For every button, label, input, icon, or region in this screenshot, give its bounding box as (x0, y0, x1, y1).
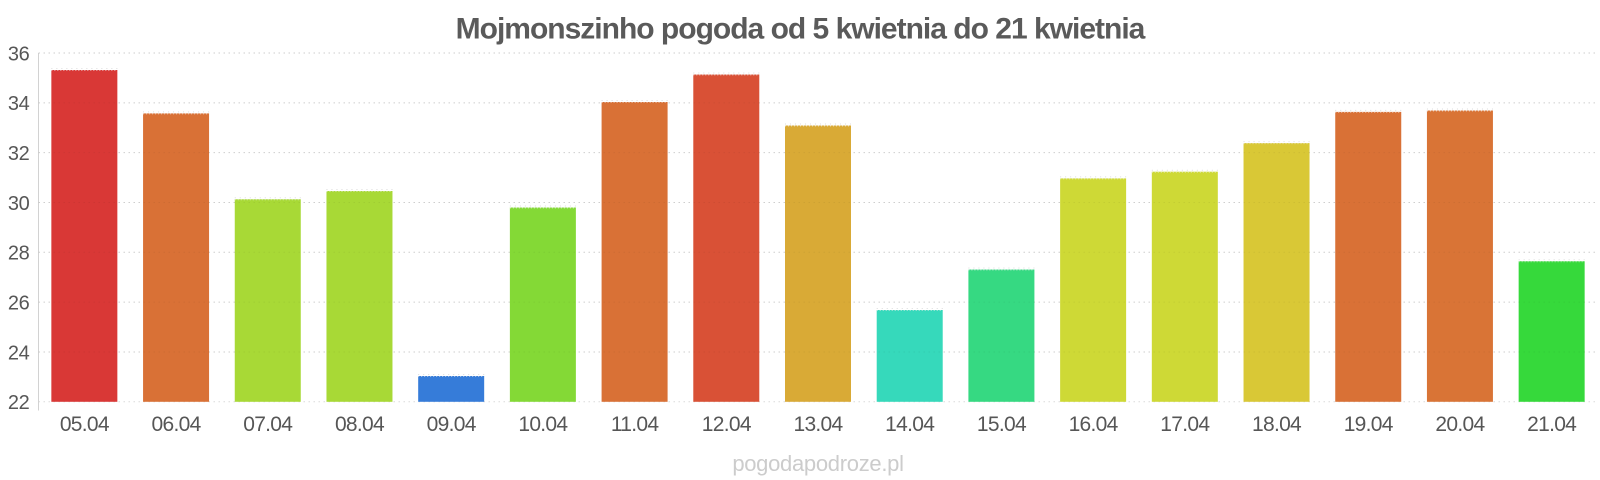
svg-text:07.04: 07.04 (243, 413, 293, 436)
svg-text:09.04: 09.04 (427, 413, 477, 436)
svg-text:15.04: 15.04 (977, 413, 1027, 436)
svg-text:32: 32 (8, 143, 30, 165)
svg-text:08.04: 08.04 (335, 413, 385, 436)
svg-text:21.04: 21.04 (1527, 413, 1577, 436)
svg-text:26: 26 (8, 292, 30, 314)
svg-text:28: 28 (8, 243, 30, 265)
svg-text:06.04: 06.04 (152, 413, 202, 436)
svg-text:05.04: 05.04 (60, 413, 110, 436)
svg-text:pogodapodroze.pl: pogodapodroze.pl (732, 451, 903, 476)
svg-text:17.04: 17.04 (1160, 413, 1210, 436)
svg-text:19.04: 19.04 (1344, 413, 1394, 436)
svg-text:30: 30 (8, 193, 30, 215)
svg-text:20.04: 20.04 (1435, 413, 1485, 436)
svg-text:22: 22 (8, 392, 30, 414)
svg-text:11.04: 11.04 (611, 413, 660, 436)
svg-text:12.04: 12.04 (702, 413, 752, 436)
svg-text:Mojmonszinho pogoda od 5 kwiet: Mojmonszinho pogoda od 5 kwietnia do 21 … (456, 13, 1146, 46)
svg-text:16.04: 16.04 (1069, 413, 1119, 436)
svg-text:36: 36 (8, 43, 30, 65)
svg-text:34: 34 (8, 93, 30, 115)
svg-text:24: 24 (8, 342, 30, 364)
svg-text:13.04: 13.04 (793, 413, 843, 436)
svg-text:14.04: 14.04 (885, 413, 935, 436)
svg-text:18.04: 18.04 (1252, 413, 1302, 436)
svg-text:10.04: 10.04 (518, 413, 568, 436)
